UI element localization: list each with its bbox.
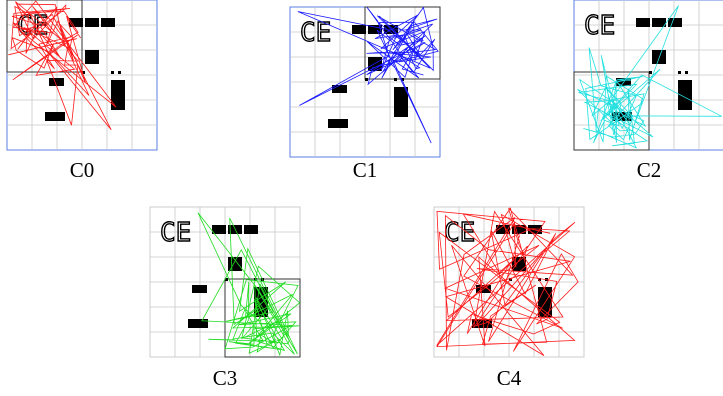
cluster-panel-c3: CE (149, 206, 301, 358)
black-block (45, 112, 65, 121)
cluster-panel-c0: CE (6, 0, 158, 151)
black-block (328, 119, 348, 128)
cluster-panel-c4: CE (433, 206, 585, 358)
black-block (612, 112, 632, 121)
black-block (188, 319, 208, 328)
black-block (352, 25, 366, 34)
dot-mark (401, 78, 404, 81)
black-block (244, 225, 258, 234)
ce-glyph: CE (160, 218, 191, 248)
cluster-plot-c1: CE (289, 6, 441, 158)
black-block (496, 225, 510, 234)
black-block (368, 57, 382, 71)
black-block (332, 85, 347, 93)
dot-mark (538, 278, 541, 281)
cluster-plot-c2: CE (573, 0, 723, 151)
black-block (85, 18, 99, 27)
cluster-plot-c0: CE (6, 0, 158, 151)
cluster-panel-c2: CE (573, 0, 723, 151)
black-block (368, 25, 382, 34)
cluster-region-box (573, 71, 650, 151)
black-block (111, 80, 125, 110)
cluster-caption-c2: C2 (636, 158, 662, 182)
dot-mark (678, 71, 681, 74)
black-block (192, 285, 207, 293)
cluster-plot-c4: CE (433, 206, 585, 358)
dot-mark (394, 78, 397, 81)
cluster-caption-c0: C0 (69, 158, 95, 182)
dot-mark (82, 71, 85, 74)
black-block (69, 18, 83, 27)
ce-glyph: CE (584, 11, 615, 41)
black-block (528, 225, 542, 234)
dot-mark (225, 278, 228, 281)
cluster-caption-c1: C1 (352, 158, 378, 182)
black-block (85, 50, 99, 64)
black-block (668, 18, 682, 27)
cluster-caption-c4: C4 (496, 366, 522, 390)
dot-mark (685, 71, 688, 74)
black-block (212, 225, 226, 234)
cluster-plot-c3: CE (149, 206, 301, 358)
trajectory-path (577, 5, 722, 149)
black-block (228, 257, 242, 271)
black-block (49, 78, 64, 86)
dot-mark (118, 71, 121, 74)
ce-glyph: CE (444, 218, 475, 248)
dot-mark (649, 71, 652, 74)
dot-mark (365, 78, 368, 81)
black-block (652, 50, 666, 64)
cluster-region-box (6, 0, 83, 73)
ce-glyph: CE (300, 18, 331, 48)
black-block (101, 18, 115, 27)
cluster-caption-c3: C3 (212, 366, 238, 390)
trajectory-path (8, 0, 117, 131)
trajectory-path (297, 6, 439, 144)
dot-mark (111, 71, 114, 74)
black-block (678, 80, 692, 110)
black-block (652, 18, 666, 27)
trajectory-path (436, 207, 579, 356)
black-block (636, 18, 650, 27)
black-block (512, 225, 526, 234)
cluster-panel-c1: CE (289, 6, 441, 158)
black-block (394, 87, 408, 117)
trajectory-path (197, 212, 301, 357)
black-block (472, 319, 492, 328)
